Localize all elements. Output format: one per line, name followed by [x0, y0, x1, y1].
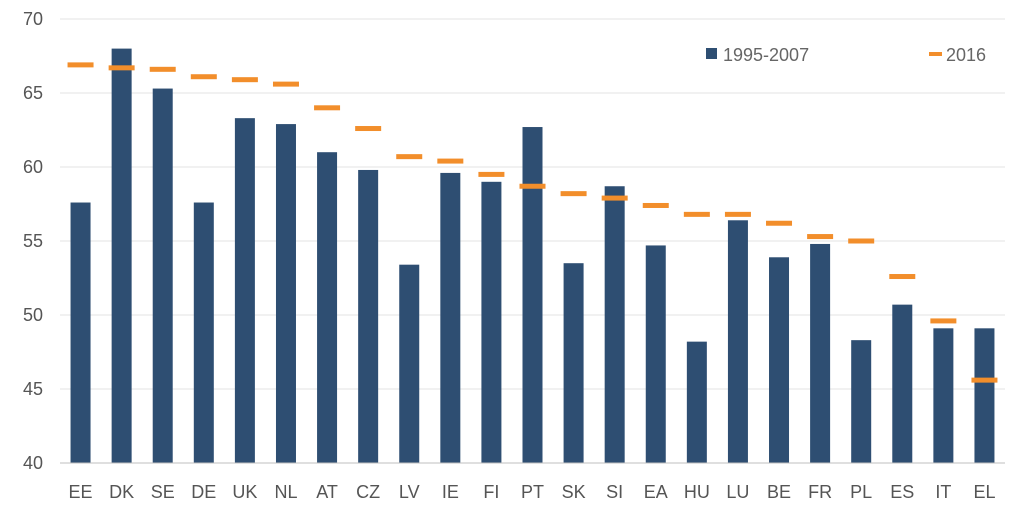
x-tick-label: AT — [316, 482, 338, 502]
marker-2016-pl — [848, 238, 875, 244]
marker-2016-si — [601, 195, 628, 201]
marker-2016-nl — [272, 81, 299, 87]
x-tick-label: DE — [191, 482, 216, 502]
bar-cz — [358, 169, 379, 463]
x-tick-label: IT — [935, 482, 951, 502]
marker-2016-es — [889, 274, 916, 280]
y-tick-label: 60 — [23, 157, 43, 177]
bar-se — [152, 88, 173, 463]
x-tick-label: EA — [644, 482, 668, 502]
marker-2016-be — [766, 220, 793, 226]
marker-2016-el — [971, 377, 998, 383]
x-tick-label: DK — [109, 482, 134, 502]
x-tick-label: BE — [767, 482, 791, 502]
x-tick-label: SK — [562, 482, 586, 502]
marker-2016-at — [314, 105, 341, 111]
marker-2016-lu — [724, 211, 751, 217]
bar-fi — [481, 181, 502, 464]
y-tick-label: 50 — [23, 305, 43, 325]
marker-2016-it — [930, 318, 957, 324]
y-tick-label: 40 — [23, 453, 43, 473]
x-tick-label: LU — [726, 482, 749, 502]
y-tick-label: 45 — [23, 379, 43, 399]
bar-hu — [686, 341, 707, 463]
x-tick-label: SE — [151, 482, 175, 502]
marker-2016-pt — [519, 183, 546, 189]
bar-at — [317, 152, 338, 463]
marker-2016-uk — [231, 77, 258, 83]
x-tick-label: FI — [483, 482, 499, 502]
x-tick-label: PL — [850, 482, 872, 502]
x-tick-label: ES — [890, 482, 914, 502]
bar-dk — [111, 48, 132, 463]
bar-sk — [563, 263, 584, 463]
marker-2016-fi — [478, 171, 505, 177]
x-tick-label: HU — [684, 482, 710, 502]
bars-layer — [70, 48, 995, 464]
x-tick-label: PT — [521, 482, 544, 502]
legend: 1995-2007 2016 — [706, 45, 986, 65]
bar-pl — [851, 340, 872, 463]
legend-dash-2016 — [929, 52, 942, 56]
axis-layer: 70 65 60 55 50 45 40 EE DK SE DE UK NL AT CZ LV IE FI PT SK… — [23, 9, 1005, 502]
x-tick-label: SI — [606, 482, 623, 502]
marker-2016-fr — [807, 234, 834, 240]
bar-ie — [440, 172, 461, 464]
marker-2016-hu — [683, 211, 710, 217]
bar-de — [193, 202, 214, 463]
bar-it — [933, 328, 954, 463]
x-tick-label: NL — [274, 482, 297, 502]
marker-2016-cz — [355, 126, 382, 132]
bar-be — [769, 257, 790, 463]
bar-si — [604, 186, 625, 464]
bar-es — [892, 304, 913, 463]
y-tick-label: 65 — [23, 83, 43, 103]
bar-lv — [399, 264, 420, 463]
marker-2016-dk — [108, 65, 135, 71]
marker-2016-lv — [396, 154, 423, 160]
x-tick-label: IE — [442, 482, 459, 502]
marker-2016-de — [190, 74, 217, 80]
bar-ea — [645, 245, 666, 463]
bar-pt — [522, 127, 543, 463]
y-tick-label: 70 — [23, 9, 43, 29]
bar-ee — [70, 202, 91, 463]
x-tick-label: LV — [399, 482, 420, 502]
x-tick-label: FR — [808, 482, 832, 502]
bar-uk — [234, 118, 255, 463]
x-tick-label: CZ — [356, 482, 380, 502]
x-tick-label: EL — [973, 482, 995, 502]
marker-2016-ee — [67, 62, 94, 68]
bar-nl — [275, 124, 296, 463]
bar-fr — [810, 243, 831, 463]
marker-2016-ea — [642, 202, 669, 208]
marker-2016-ie — [437, 158, 464, 164]
x-tick-label: EE — [69, 482, 93, 502]
y-tick-label: 55 — [23, 231, 43, 251]
marker-2016-se — [149, 66, 176, 72]
legend-swatch-1995-2007 — [706, 48, 717, 59]
markers-layer — [67, 62, 998, 383]
bar-lu — [727, 220, 748, 463]
x-tick-label: UK — [232, 482, 257, 502]
legend-label-2016: 2016 — [946, 45, 986, 65]
legend-label-1995-2007: 1995-2007 — [723, 45, 809, 65]
marker-2016-sk — [560, 191, 587, 197]
bar-el — [974, 328, 995, 463]
